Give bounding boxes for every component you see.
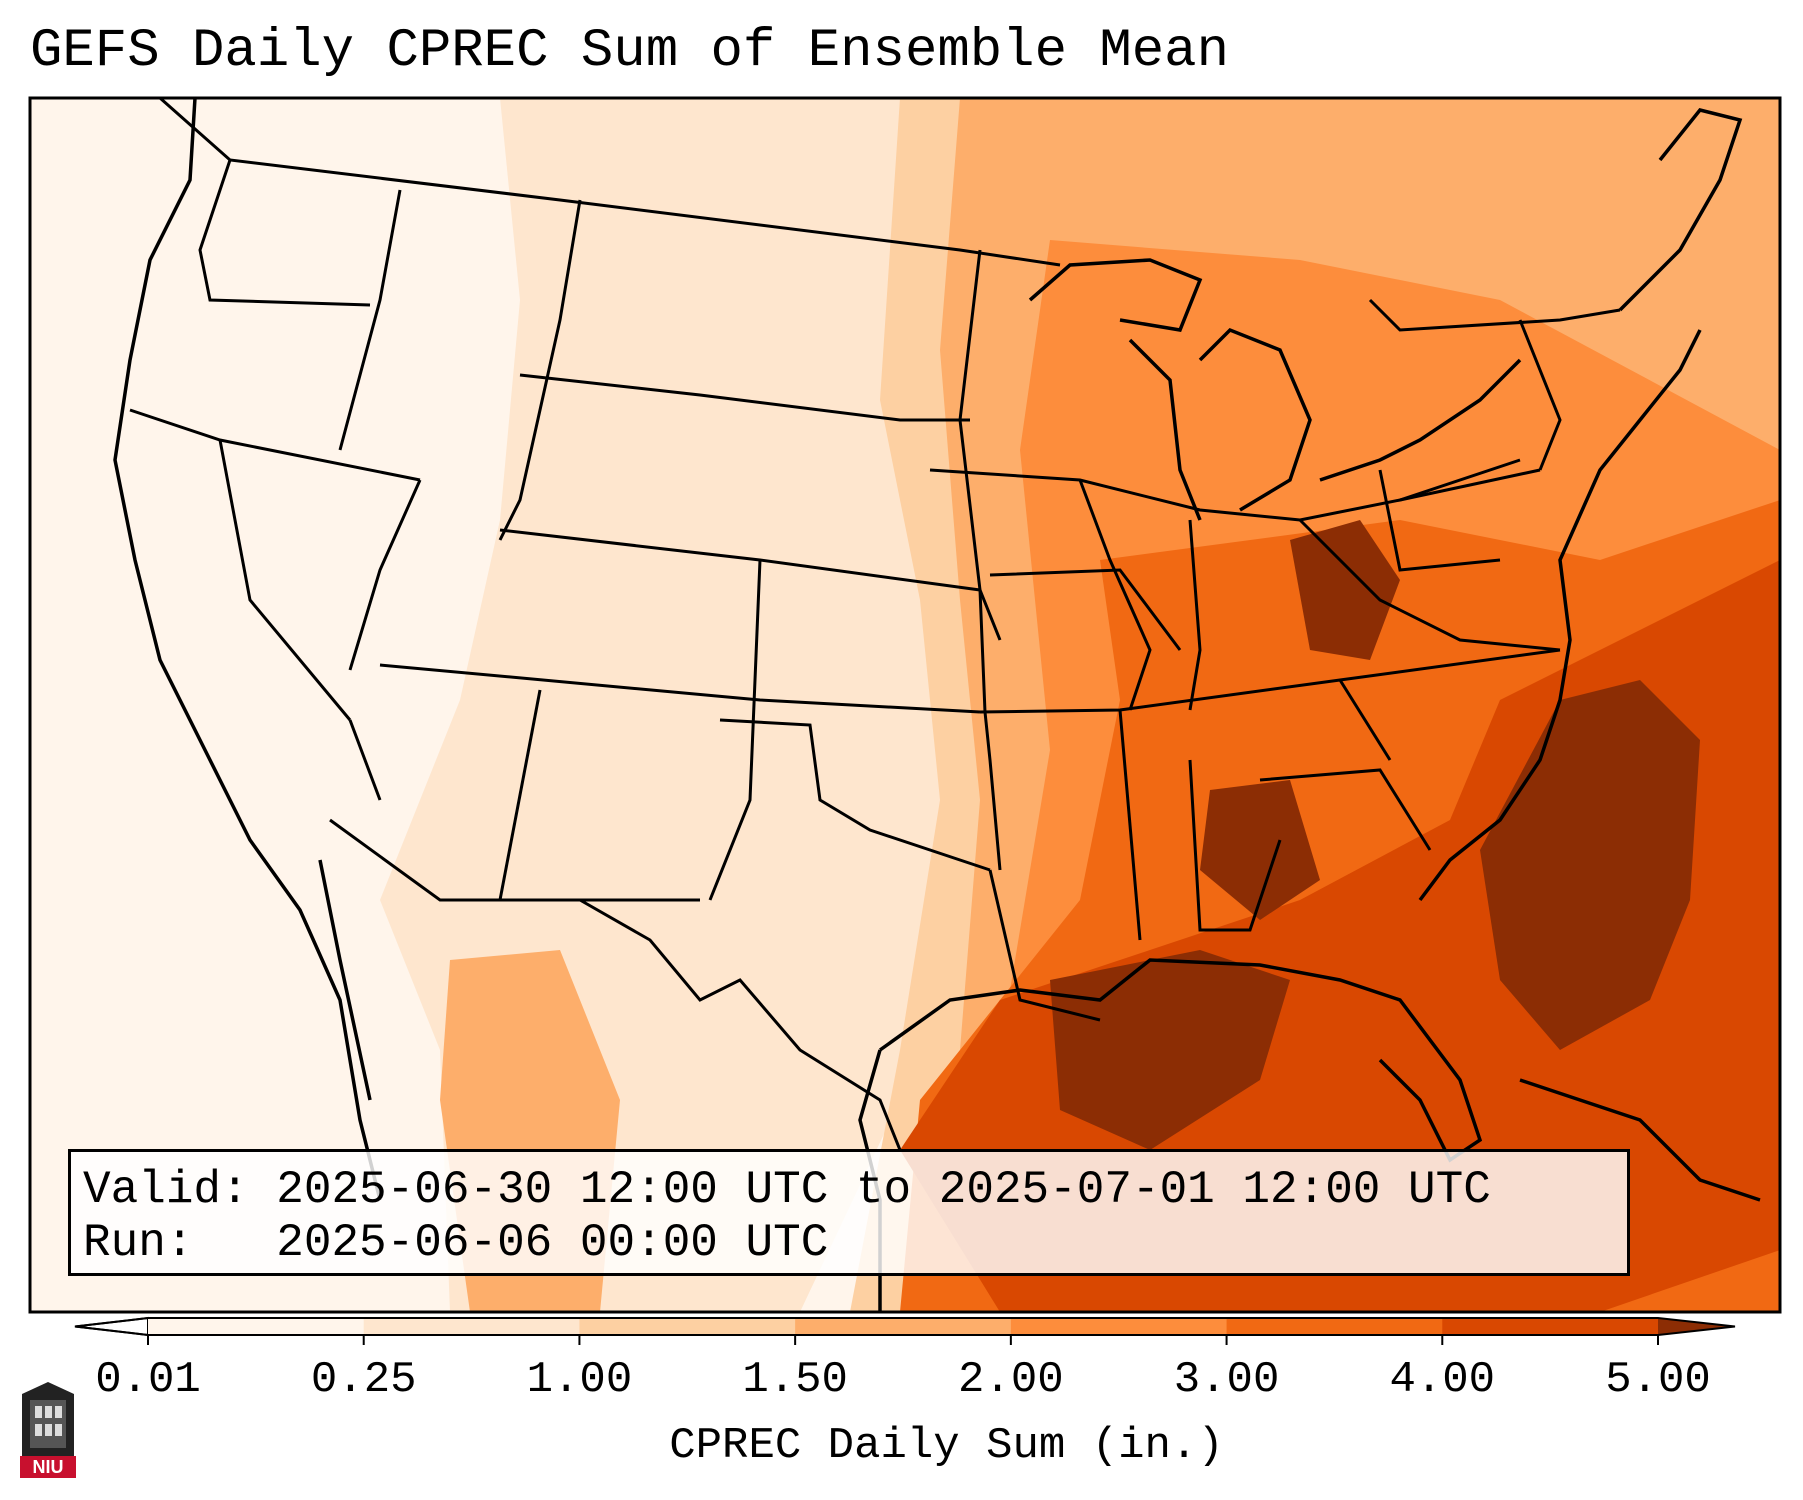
precip-region-max-ohio: [1290, 520, 1400, 660]
colorbar-tick-label: 3.00: [1173, 1355, 1280, 1405]
colorbar-tick-label: 2.00: [958, 1355, 1064, 1405]
run-time-line: Run: 2025-06-06 00:00 UTC: [83, 1217, 829, 1269]
valid-time-line: Valid: 2025-06-30 12:00 UTC to 2025-07-0…: [83, 1164, 1491, 1216]
niu-logo: NIU: [20, 1382, 76, 1478]
colorbar-tick-label: 4.00: [1389, 1355, 1496, 1405]
state-boundaries: [129, 98, 1621, 1151]
precip-region-max-southeast: [1200, 780, 1320, 920]
colorbar-tick-label: 1.50: [742, 1355, 848, 1405]
colorbar-label: CPREC Daily Sum (in.): [669, 1421, 1224, 1471]
colorbar-segment: [1442, 1318, 1659, 1335]
colorbar-segment: [1226, 1318, 1443, 1335]
colorbar-extend-high: [1658, 1318, 1735, 1335]
svg-text:NIU: NIU: [33, 1457, 64, 1477]
colorbar-segment: [1010, 1318, 1228, 1335]
info-box: Valid: 2025-06-30 12:00 UTC to 2025-07-0…: [68, 1149, 1630, 1276]
colorbar-extend-low: [74, 1316, 149, 1337]
colorbar-segment: [579, 1318, 796, 1335]
precip-region-max-atlantic: [1480, 680, 1700, 1050]
colorbar-segment: [148, 1318, 365, 1335]
colorbar-tick-label: 1.00: [526, 1355, 633, 1405]
map-frame: [28, 96, 1782, 1314]
colorbar-tick-label: 0.25: [310, 1355, 417, 1405]
map-title: GEFS Daily CPREC Sum of Ensemble Mean: [30, 21, 1229, 82]
colorbar-segment: [795, 1318, 1012, 1335]
colorbar-tick-label: 0.01: [95, 1355, 201, 1405]
colorbar-tick-label: 5.00: [1605, 1355, 1711, 1405]
colorbar-segment: [363, 1318, 580, 1335]
precip-region-max-gulf: [1050, 950, 1290, 1150]
